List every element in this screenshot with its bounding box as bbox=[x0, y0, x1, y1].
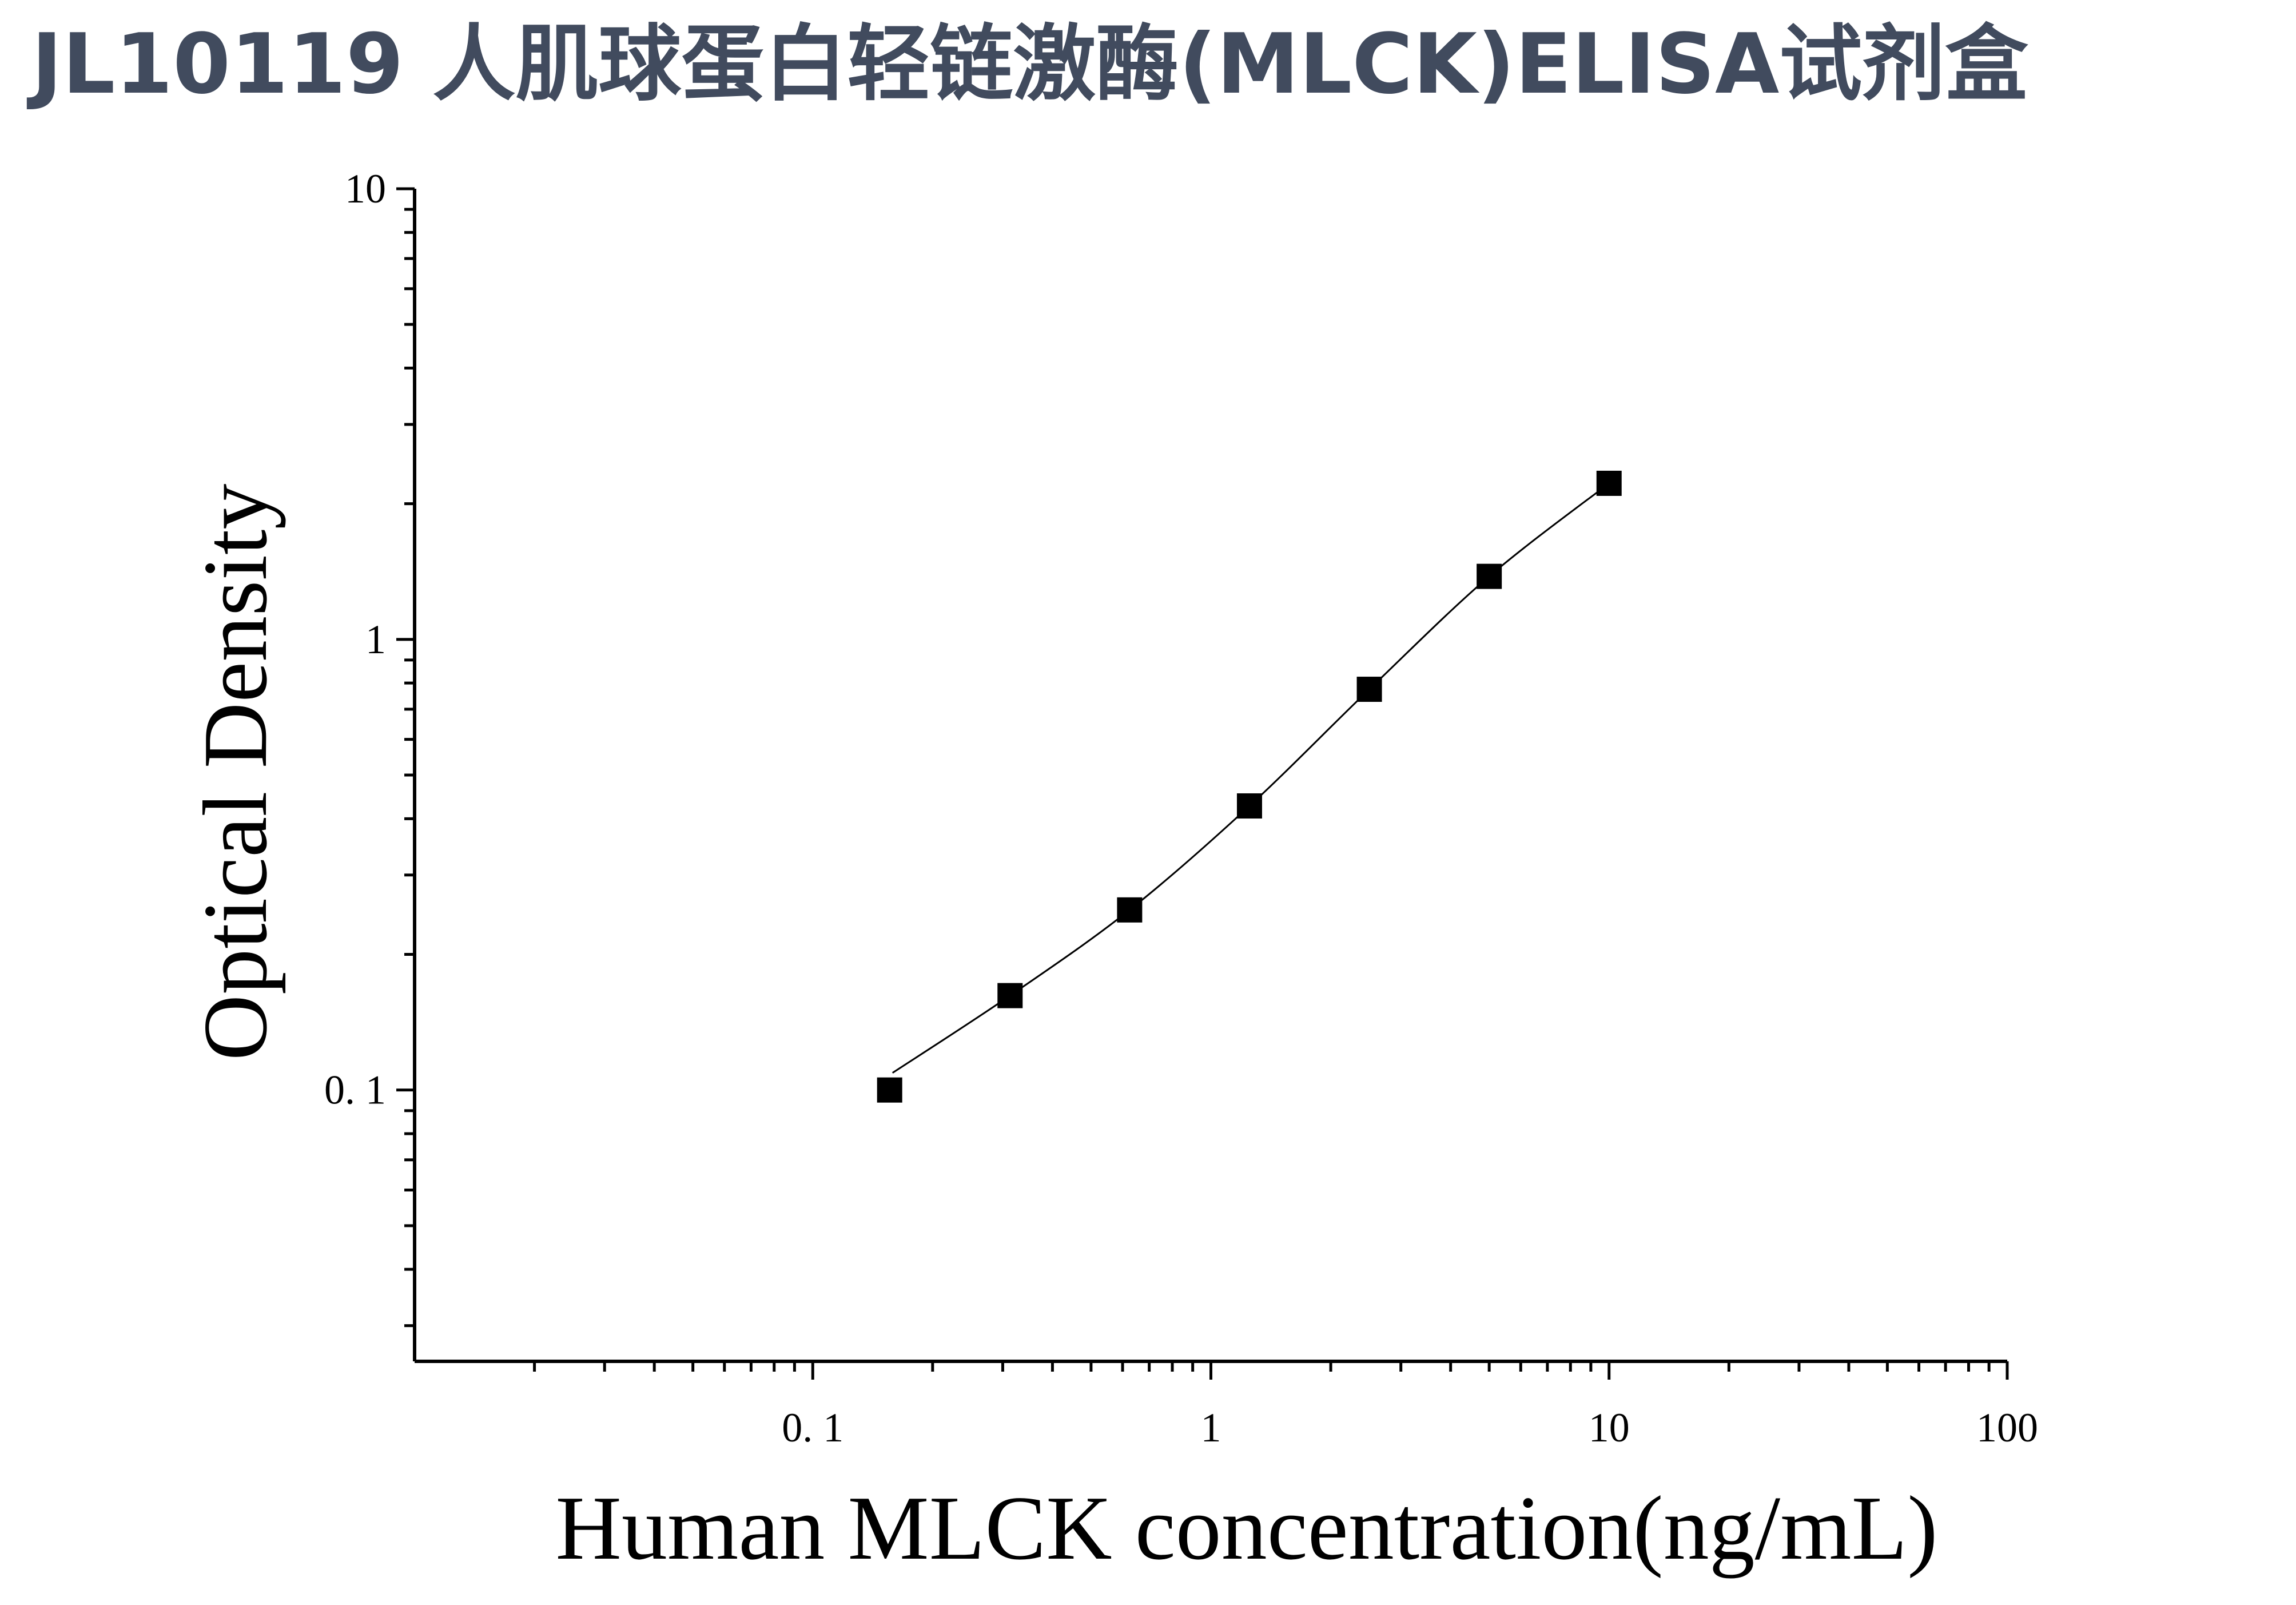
data-point bbox=[1117, 897, 1143, 923]
x-tick-label: 10 bbox=[1589, 1405, 1630, 1451]
data-points bbox=[877, 470, 1622, 1103]
x-tick-label: 100 bbox=[1976, 1405, 2038, 1451]
x-axis-title: Human MLCK concentration(ng/mL) bbox=[555, 1477, 1937, 1579]
data-point bbox=[997, 983, 1023, 1008]
data-point bbox=[1477, 563, 1502, 589]
y-axis-title: Optical Density bbox=[184, 484, 286, 1061]
data-point bbox=[877, 1077, 902, 1103]
x-tick-label: 0. 1 bbox=[782, 1405, 843, 1451]
data-point bbox=[1356, 677, 1382, 702]
data-point bbox=[1596, 470, 1622, 496]
data-point bbox=[1236, 793, 1262, 819]
tick-labels: 0. 1 1 10 100 0. 1 1 10 bbox=[324, 166, 2038, 1451]
x-tick-label: 1 bbox=[1201, 1405, 1221, 1451]
y-tick-label: 10 bbox=[345, 166, 386, 212]
y-tick-label: 0. 1 bbox=[324, 1067, 386, 1113]
chart-axes bbox=[396, 187, 2009, 1380]
page-title: JL10119 人肌球蛋白轻链激酶(MLCK)ELISA试剂盒 bbox=[31, 16, 2028, 113]
y-tick-label: 1 bbox=[365, 617, 386, 662]
